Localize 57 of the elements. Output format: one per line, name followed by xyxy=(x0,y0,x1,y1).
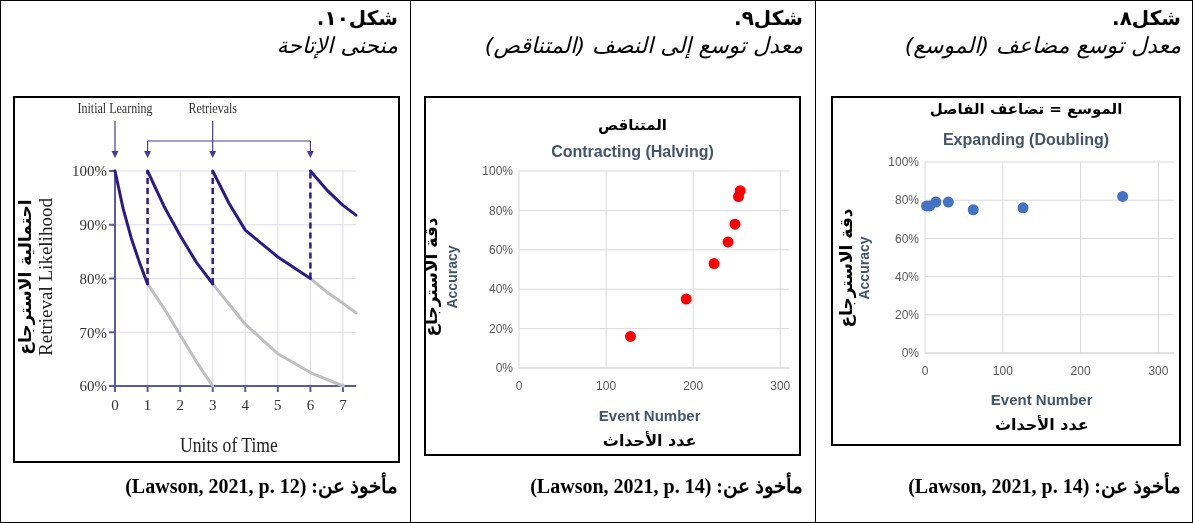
text: مأخوذ عن: (Lawson, 2021, p. 12) xyxy=(125,474,398,498)
y-tick-label: 20% xyxy=(488,321,514,336)
y-tick-label: 40% xyxy=(488,282,514,297)
text: مأخوذ عن: (Lawson, 2021, p. 14) xyxy=(530,474,803,498)
chart-subtitle: Contracting (Halving) xyxy=(551,143,714,160)
point xyxy=(729,218,741,230)
y-tick-label: 60% xyxy=(894,231,920,246)
text: معدل توسع مضاعف (الموسع) xyxy=(904,33,1181,58)
chart-title: المتناقص xyxy=(598,116,667,134)
text: مأخوذ عن: (Lawson, 2021, p. 14) xyxy=(908,474,1181,498)
x-tick-label: 300 xyxy=(1148,364,1169,378)
chart-subtitle: Expanding (Doubling) xyxy=(942,131,1110,148)
point xyxy=(708,258,720,270)
y-tick-label: 60% xyxy=(488,243,514,257)
y-tick-label: 80% xyxy=(488,203,514,218)
x-tick-label: 200 xyxy=(683,379,704,393)
x-tick-label: 6 xyxy=(306,397,315,413)
x-tick-label: 0 xyxy=(111,397,119,413)
y-tick-label: 100% xyxy=(72,163,107,180)
x-tick-label: 0 xyxy=(921,364,929,378)
x-tick-label: 5 xyxy=(274,397,282,413)
y-tick-label: 40% xyxy=(894,269,920,284)
x-tick-label: 4 xyxy=(241,397,250,413)
x-tick-label: 7 xyxy=(339,397,348,413)
point xyxy=(624,330,636,342)
text: منحنى الإتاحة xyxy=(276,33,398,58)
y-tick-label: 100% xyxy=(888,155,920,170)
y-tick-label: 70% xyxy=(79,324,107,341)
x-tick-label: 0 xyxy=(515,379,523,393)
x-tick-label: 1 xyxy=(143,397,152,413)
x-tick-label: 200 xyxy=(1070,364,1091,378)
point xyxy=(722,236,734,248)
text: شكل٨. xyxy=(1112,6,1181,30)
text: شكل١٠. xyxy=(316,6,398,30)
y-tick-label: 60% xyxy=(79,378,107,395)
y-tick-label: 0% xyxy=(495,361,514,376)
x-tick-label: 100 xyxy=(992,364,1014,378)
chart-title: الموسع = تضاعف الفاصل xyxy=(929,100,1123,118)
line-series xyxy=(146,282,215,388)
text: شكل٩. xyxy=(734,6,803,30)
x-tick-label: 100 xyxy=(596,379,617,393)
x-tick-label: 3 xyxy=(208,397,217,413)
y-tick-label: 100% xyxy=(482,164,514,179)
x-tick-label: 2 xyxy=(176,397,184,413)
y-tick-label: 80% xyxy=(894,193,920,208)
text: معدل توسع إلى النصف (المتناقص) xyxy=(484,33,803,58)
line-series xyxy=(211,282,345,388)
y-tick-label: 80% xyxy=(79,270,107,287)
y-tick-label: 20% xyxy=(894,308,920,322)
y-tick-label: 90% xyxy=(79,217,107,233)
point xyxy=(680,293,692,305)
line-series xyxy=(308,277,358,315)
text: Initial Learning xyxy=(77,99,153,117)
x-axis-title: Units of Time xyxy=(180,432,278,457)
x-tick-label: 300 xyxy=(770,379,791,393)
y-tick-label: 0% xyxy=(901,346,920,361)
text: Retrievals xyxy=(188,99,238,117)
